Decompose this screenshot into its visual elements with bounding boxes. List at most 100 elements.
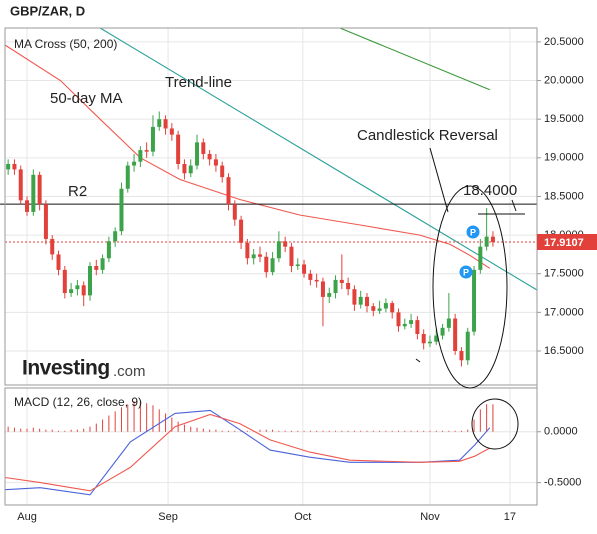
candle-body bbox=[132, 161, 137, 166]
candle-body bbox=[390, 303, 395, 313]
candle-body bbox=[446, 318, 451, 328]
candle-body bbox=[119, 188, 124, 232]
y-tick-label: 20.5000 bbox=[544, 36, 584, 48]
macd-label: MACD (12, 26, close, 9) bbox=[14, 395, 142, 409]
y-tick-label: 17.5000 bbox=[544, 268, 584, 280]
pointer bbox=[429, 147, 449, 213]
plot bbox=[0, 27, 538, 496]
candle-body bbox=[12, 164, 17, 170]
x-tick-label: Oct bbox=[294, 511, 311, 523]
candle-body bbox=[377, 308, 382, 311]
candle-body bbox=[421, 334, 426, 344]
x-tick-label: 17 bbox=[504, 511, 516, 523]
candle-body bbox=[478, 246, 483, 270]
brand: Investing bbox=[22, 357, 110, 380]
x-tick-label: Nov bbox=[420, 511, 440, 523]
candle-body bbox=[440, 327, 445, 336]
pointer bbox=[415, 358, 421, 363]
ma-label: 50-day MA bbox=[50, 90, 123, 107]
candle-body bbox=[352, 289, 357, 305]
candle-body bbox=[182, 164, 187, 174]
candle-body bbox=[459, 351, 464, 361]
candle-body bbox=[396, 312, 401, 327]
candle-body bbox=[415, 320, 420, 334]
candle-body bbox=[18, 169, 23, 201]
trend-label: Trend-line bbox=[165, 74, 232, 91]
indicator-line bbox=[4, 413, 491, 492]
candle-body bbox=[371, 306, 376, 311]
candle-body bbox=[264, 256, 269, 273]
highlight-ellipse bbox=[432, 185, 508, 389]
y-tick-label: 18.5000 bbox=[544, 190, 584, 202]
y-tick-label: 16.5000 bbox=[544, 345, 584, 357]
candle-body bbox=[283, 241, 288, 247]
candle-body bbox=[289, 246, 294, 266]
candle-body bbox=[150, 126, 155, 152]
candle-body bbox=[106, 241, 111, 259]
candle-body bbox=[402, 323, 407, 327]
candle-body bbox=[31, 174, 36, 212]
candle-body bbox=[276, 241, 281, 259]
indicator-line bbox=[339, 27, 491, 91]
candle-body bbox=[94, 266, 99, 270]
candle-body bbox=[434, 335, 439, 342]
r2-value-label: 18.4000 bbox=[463, 182, 517, 199]
reversal-label: Candlestick Reversal bbox=[357, 127, 498, 144]
x-tick-label: Sep bbox=[158, 511, 178, 523]
candle-body bbox=[144, 150, 149, 152]
candle-body bbox=[232, 204, 237, 220]
candle-body bbox=[25, 200, 30, 212]
indicator-line bbox=[4, 44, 491, 269]
grid bbox=[5, 28, 537, 505]
chart-title: GBP/ZAR, D bbox=[10, 3, 85, 18]
candle-body bbox=[176, 134, 181, 164]
pivot-marker bbox=[466, 225, 480, 239]
candle-body bbox=[327, 293, 332, 297]
candle-body bbox=[69, 289, 74, 294]
candle-body bbox=[56, 254, 61, 270]
candle-body bbox=[346, 283, 351, 290]
candle-body bbox=[365, 296, 370, 307]
candle-body bbox=[100, 258, 105, 270]
candle-body bbox=[157, 119, 162, 127]
candle-body bbox=[239, 219, 244, 243]
candle-body bbox=[339, 279, 344, 283]
pointer bbox=[511, 199, 517, 212]
y-tick-label: 0.0000 bbox=[544, 426, 578, 438]
candle-body bbox=[270, 258, 275, 273]
pivot-label: P bbox=[470, 227, 476, 237]
candle-body bbox=[43, 204, 48, 239]
y-tick-label: 19.5000 bbox=[544, 113, 584, 125]
candle-body bbox=[427, 341, 432, 344]
candle-body bbox=[220, 165, 225, 178]
candle-body bbox=[50, 238, 55, 255]
candle-body bbox=[188, 165, 193, 174]
candle-body bbox=[163, 119, 168, 129]
pivot-label: P bbox=[463, 267, 469, 277]
candle-body bbox=[358, 296, 363, 305]
y-tick-label: 17.0000 bbox=[544, 306, 584, 318]
y-tick-label: 19.0000 bbox=[544, 152, 584, 164]
candle-body bbox=[75, 285, 80, 290]
candle-body bbox=[207, 153, 212, 160]
candle-body bbox=[125, 165, 130, 189]
candle-body bbox=[245, 242, 250, 259]
candle-body bbox=[383, 303, 388, 309]
candle-body bbox=[295, 264, 300, 266]
price-label: 17.9107 bbox=[544, 237, 584, 249]
candle-body bbox=[62, 269, 67, 294]
candle-body bbox=[308, 273, 313, 280]
candle-body bbox=[320, 281, 325, 297]
candle-body bbox=[226, 177, 231, 205]
candle-body bbox=[251, 254, 256, 259]
r2-label: R2 bbox=[68, 183, 87, 200]
candle-body bbox=[81, 285, 86, 296]
candle-body bbox=[484, 236, 489, 247]
candle-body bbox=[169, 128, 174, 135]
candle-body bbox=[409, 320, 414, 324]
candle-body bbox=[87, 266, 92, 296]
candle-body bbox=[195, 142, 200, 166]
candle-body bbox=[37, 174, 42, 205]
candle-body bbox=[113, 231, 118, 242]
